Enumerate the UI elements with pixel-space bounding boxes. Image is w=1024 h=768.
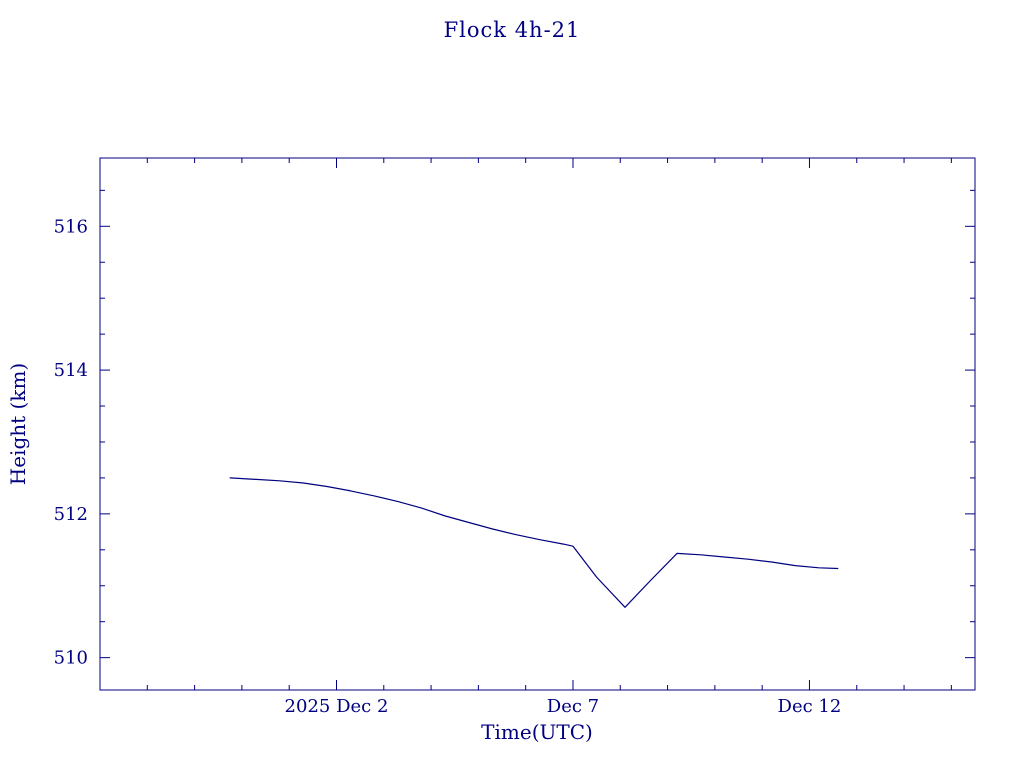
x-tick-label: Dec 7 bbox=[547, 696, 599, 717]
y-tick-label: 516 bbox=[54, 216, 88, 237]
plot-frame bbox=[99, 157, 976, 691]
chart-title: Flock 4h-21 bbox=[443, 18, 581, 42]
x-axis-label: Time(UTC) bbox=[481, 720, 593, 744]
y-tick-label: 514 bbox=[54, 360, 88, 381]
y-tick-label: 510 bbox=[54, 648, 88, 669]
y-tick-label: 512 bbox=[54, 504, 88, 525]
height-series-line bbox=[229, 477, 839, 608]
x-tick-label: Dec 12 bbox=[778, 696, 842, 717]
y-axis-label: Height (km) bbox=[6, 362, 30, 486]
x-tick-label: 2025 Dec 2 bbox=[285, 696, 389, 717]
